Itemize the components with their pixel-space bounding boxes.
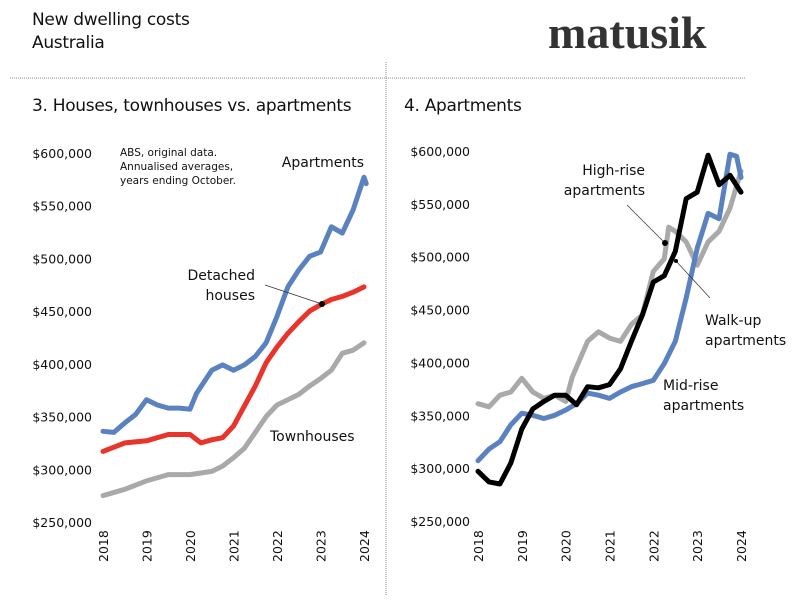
label-walk-up-line-1: Walk-up [705,313,761,329]
x-tick-label: 2019 [140,530,155,562]
label-detached-line-1: Detached [187,268,255,284]
label-detached-line-2: houses [205,288,255,304]
label-mid-rise-line-2: apartments [663,398,744,414]
page-subtitle: Australia [32,33,105,53]
x-tick-label: 2018 [471,530,486,562]
label-high-rise-line-2: apartments [564,183,645,199]
label-apartments: Apartments [282,155,364,171]
x-tick-label: 2021 [603,530,618,562]
y-tick-label: $500,000 [32,251,92,266]
y-tick-label: $400,000 [410,355,470,370]
walk-up-pointer-line [675,260,711,299]
y-tick-label: $450,000 [32,304,92,319]
series-line-detached-houses [100,284,367,454]
high-rise-pointer-dot [662,240,668,246]
x-tick-label: 2022 [270,530,285,562]
y-tick-label: $350,000 [410,408,470,423]
y-tick-label: $350,000 [32,410,92,425]
x-tick-label: 2020 [183,530,198,562]
y-tick-label: $550,000 [32,199,92,214]
x-tick-label: 2024 [357,530,372,562]
series-line-apartments [100,174,369,435]
chart-3-note-line-2: Annualised averages, [120,161,233,173]
chart-3: $250,000 $300,000 $350,000 $400,000 $450,000… [32,146,372,562]
walk-up-pointer-dot [674,259,678,263]
detached-pointer-dot [319,301,325,307]
logo: matusik [548,7,707,58]
x-tick-label: 2022 [646,530,661,562]
chart-3-title: 3. Houses, townhouses vs. apartments [32,96,352,116]
x-tick-label: 2023 [314,530,329,562]
x-tick-label: 2023 [690,530,705,562]
y-tick-label: $300,000 [410,461,470,476]
series-line-walk-up-apartments [475,152,744,487]
chart-3-note-line-1: ABS, original data. [120,147,217,159]
x-tick-label: 2021 [227,530,242,562]
series-line-townhouses [100,340,367,499]
y-tick-label: $600,000 [32,146,92,161]
y-tick-label: $400,000 [32,357,92,372]
x-tick-label: 2024 [734,530,749,562]
series-line-mid-rise-apartments [475,151,744,464]
label-high-rise-line-1: High-rise [582,163,645,179]
y-tick-label: $300,000 [32,462,92,477]
x-tick-label: 2020 [559,530,574,562]
chart-4: $250,000 $300,000 $350,000 $400,000 $450,000… [410,144,749,562]
x-tick-label: 2019 [515,530,530,562]
page-title: New dwelling costs [32,10,190,30]
chart-3-note-line-3: years ending October. [120,175,236,187]
chart-4-title: 4. Apartments [404,96,522,116]
y-tick-label: $600,000 [410,144,470,159]
y-tick-label: $550,000 [410,197,470,212]
label-walk-up-line-2: apartments [705,333,786,349]
high-rise-pointer-line [626,204,666,244]
y-tick-label: $450,000 [410,303,470,318]
y-tick-label: $250,000 [32,515,92,530]
detached-pointer-line [264,284,323,305]
y-tick-label: $500,000 [410,250,470,265]
x-tick-label: 2018 [96,530,111,562]
label-townhouses: Townhouses [269,429,355,445]
y-tick-label: $250,000 [410,514,470,529]
label-mid-rise-line-1: Mid-rise [663,378,718,394]
